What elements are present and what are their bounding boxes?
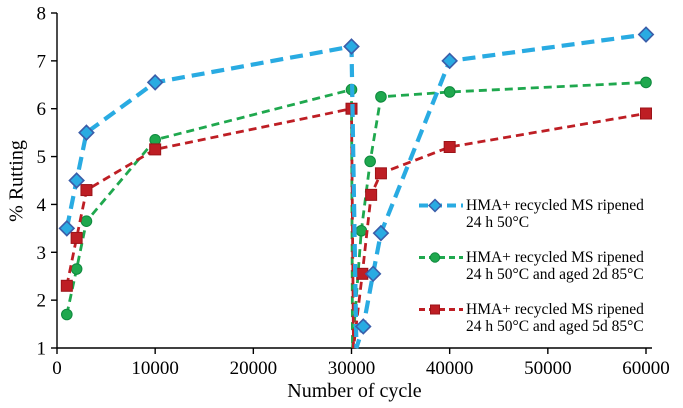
y-axis-tick-label: 4 xyxy=(37,195,47,216)
x-axis-tick-label: 40000 xyxy=(426,358,474,379)
x-axis-tick-label: 0 xyxy=(52,358,62,379)
y-axis-tick-label: 6 xyxy=(37,99,47,120)
data-point-ripened-24h-50c xyxy=(146,74,164,91)
data-point-aged-2d-85c xyxy=(375,90,387,103)
chart-legend: HMA+ recycled MS ripened 24 h 50°C HMA+ … xyxy=(419,197,669,353)
legend-label: HMA+ recycled MS ripened 24 h 50°C and a… xyxy=(466,249,644,283)
data-point-aged-2d-85c xyxy=(640,76,652,89)
y-axis-tick-label: 1 xyxy=(37,339,47,360)
legend-label: HMA+ recycled MS ripened 24 h 50°C and a… xyxy=(466,301,644,335)
circle-legend-marker-icon xyxy=(419,252,463,263)
y-axis-tick-label: 2 xyxy=(37,291,47,312)
legend-label: HMA+ recycled MS ripened 24 h 50°C xyxy=(466,197,644,231)
data-point-aged-5d-85c xyxy=(60,279,73,292)
series-line-aged-2d-85c xyxy=(65,81,647,349)
data-point-ripened-24h-50c xyxy=(372,224,390,242)
data-point-aged-2d-85c xyxy=(61,308,73,321)
data-point-aged-2d-85c xyxy=(443,86,456,98)
x-axis-tick-label: 50000 xyxy=(524,358,572,379)
legend-label-line2: 24 h 50°C xyxy=(466,214,530,231)
data-point-ripened-24h-50c xyxy=(441,52,458,70)
series-line-aged-5d-85c xyxy=(65,106,647,349)
x-axis-tick-label: 10000 xyxy=(131,358,179,379)
legend-entry-ripened-24h-50c: HMA+ recycled MS ripened 24 h 50°C xyxy=(419,197,669,231)
data-point-ripened-24h-50c xyxy=(343,38,360,55)
data-point-ripened-24h-50c xyxy=(58,220,76,237)
data-point-aged-5d-85c xyxy=(70,231,83,244)
data-point-aged-2d-85c xyxy=(355,224,368,237)
data-point-aged-5d-85c xyxy=(149,143,162,156)
data-point-ripened-24h-50c xyxy=(364,265,382,283)
data-point-aged-2d-85c xyxy=(70,263,83,275)
y-axis-tick-label: 7 xyxy=(37,51,47,72)
legend-label-line2: 24 h 50°C and aged 2d 85°C xyxy=(466,266,644,283)
series-line-ripened-24h-50c xyxy=(64,32,647,349)
legend-label-line2: 24 h 50°C and aged 5d 85°C xyxy=(466,318,644,335)
legend-label-line1: HMA+ recycled MS ripened xyxy=(466,197,644,214)
y-axis-tick-label: 5 xyxy=(37,147,47,168)
data-point-aged-5d-85c xyxy=(443,141,456,153)
data-point-aged-5d-85c xyxy=(365,188,378,201)
legend-entry-aged-5d-85c: HMA+ recycled MS ripened 24 h 50°C and a… xyxy=(419,301,669,335)
x-axis-title: Number of cycle xyxy=(287,380,422,402)
data-point-aged-2d-85c xyxy=(80,215,93,227)
data-point-ripened-24h-50c xyxy=(354,318,372,335)
data-point-aged-5d-85c xyxy=(640,107,652,120)
diamond-legend-marker-icon xyxy=(419,198,463,213)
legend-entry-aged-2d-85c: HMA+ recycled MS ripened 24 h 50°C and a… xyxy=(419,249,669,283)
legend-label-line1: HMA+ recycled MS ripened xyxy=(466,249,644,266)
y-axis-title: % Rutting xyxy=(5,140,28,222)
x-axis-tick-label: 60000 xyxy=(622,358,670,379)
data-point-aged-2d-85c xyxy=(364,155,376,168)
x-axis-tick-label: 30000 xyxy=(328,358,376,379)
data-point-ripened-24h-50c xyxy=(78,124,95,141)
square-legend-marker-icon xyxy=(419,304,463,315)
data-point-ripened-24h-50c xyxy=(68,172,85,189)
x-axis-tick-label: 20000 xyxy=(230,358,278,379)
y-axis-tick-label: 3 xyxy=(37,243,47,264)
legend-label-line1: HMA+ recycled MS ripened xyxy=(466,301,644,318)
data-point-aged-5d-85c xyxy=(374,167,387,180)
data-point-aged-5d-85c xyxy=(80,184,93,197)
y-axis-tick-label: 8 xyxy=(37,4,47,25)
data-point-ripened-24h-50c xyxy=(637,26,655,43)
